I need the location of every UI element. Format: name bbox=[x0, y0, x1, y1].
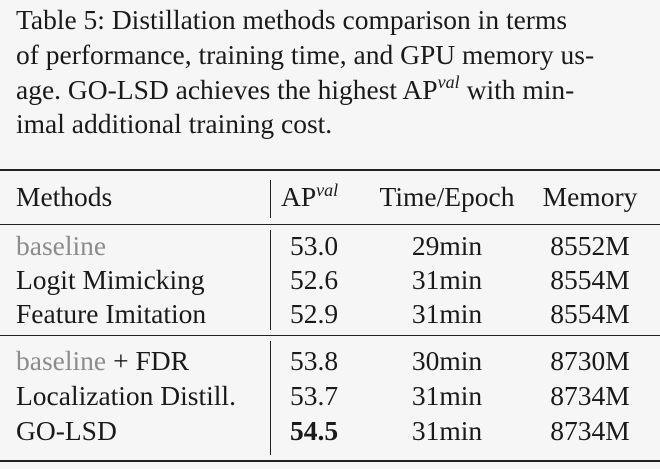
table-rule bbox=[0, 169, 660, 171]
caption-line: age. GO-LSD achieves the highest APval wi… bbox=[16, 73, 646, 107]
caption-text: age. GO-LSD achieves the highest AP bbox=[16, 74, 438, 105]
method-cell: GO-LSD bbox=[16, 414, 117, 448]
caption-line: Table 5: Distillation methods comparison… bbox=[16, 4, 568, 35]
caption-text: with min- bbox=[466, 74, 575, 105]
header-text: AP bbox=[281, 181, 317, 212]
method-cell: Feature Imitation bbox=[16, 297, 206, 331]
ap-cell: 54.5 bbox=[289, 415, 339, 446]
method-text: Logit Mimicking bbox=[16, 264, 205, 295]
memory-cell: 8554M bbox=[550, 264, 630, 295]
memory-cell: 8554M bbox=[550, 298, 630, 329]
column-header: Memory bbox=[542, 181, 638, 212]
ap-cell: 53.7 bbox=[289, 380, 339, 411]
column-header: APval bbox=[281, 180, 338, 214]
caption-line: imal additional training cost. bbox=[16, 108, 333, 139]
table-rule bbox=[0, 224, 660, 226]
time-cell: 29min bbox=[411, 230, 483, 261]
time-cell: 31min bbox=[411, 415, 483, 446]
method-text: Localization Distill. bbox=[16, 380, 236, 411]
method-cell: Logit Mimicking bbox=[16, 263, 205, 297]
method-cell: Localization Distill. bbox=[16, 379, 236, 413]
time-cell: 30min bbox=[411, 345, 483, 376]
ap-cell: 53.8 bbox=[289, 345, 339, 376]
memory-cell: 8552M bbox=[550, 230, 630, 261]
column-separator bbox=[270, 180, 272, 218]
method-cell: baseline + FDR bbox=[16, 344, 189, 378]
ap-cell: 52.9 bbox=[289, 298, 339, 329]
method-text: baseline bbox=[16, 345, 107, 376]
column-header: Time/Epoch bbox=[379, 181, 515, 212]
table-rule bbox=[0, 460, 660, 462]
method-text: GO-LSD bbox=[16, 415, 117, 446]
header-superscript: val bbox=[316, 180, 339, 200]
memory-cell: 8734M bbox=[550, 415, 630, 446]
time-cell: 31min bbox=[411, 298, 483, 329]
time-cell: 31min bbox=[411, 264, 483, 295]
memory-cell: 8730M bbox=[550, 345, 630, 376]
method-text: baseline bbox=[16, 230, 107, 261]
ap-cell: 53.0 bbox=[289, 230, 339, 261]
caption-superscript: val bbox=[437, 72, 460, 92]
table-rule bbox=[0, 335, 660, 337]
method-text: + FDR bbox=[113, 345, 189, 376]
column-separator bbox=[270, 230, 272, 330]
method-text: Feature Imitation bbox=[16, 298, 207, 329]
column-separator bbox=[270, 341, 272, 455]
ap-cell: 52.6 bbox=[289, 264, 339, 295]
time-cell: 31min bbox=[411, 380, 483, 411]
method-cell: baseline bbox=[16, 229, 106, 263]
memory-cell: 8734M bbox=[550, 380, 630, 411]
caption-line: of performance, training time, and GPU m… bbox=[16, 39, 595, 70]
column-header: Methods bbox=[16, 181, 113, 212]
